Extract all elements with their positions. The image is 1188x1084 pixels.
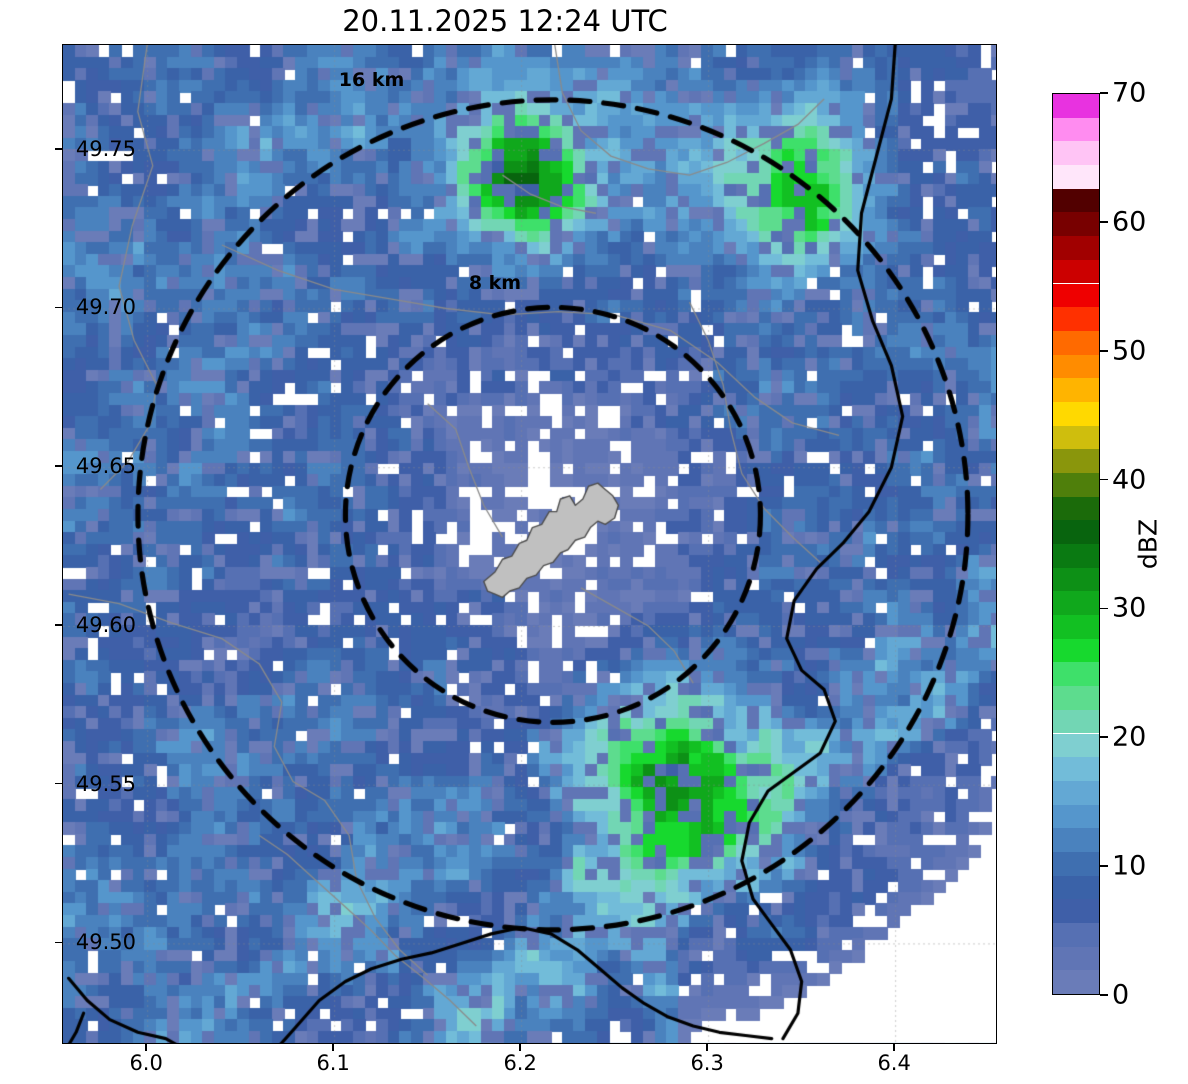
colorbar-band — [1053, 780, 1099, 805]
colorbar-tick-label: 70 — [1112, 77, 1147, 109]
colorbar-band — [1053, 188, 1099, 213]
colorbar-tick-label: 20 — [1112, 721, 1147, 753]
x-tick — [145, 1044, 147, 1051]
y-tick — [55, 306, 62, 309]
colorbar-band — [1053, 472, 1099, 497]
x-tick — [519, 1044, 521, 1051]
colorbar-band — [1053, 709, 1099, 734]
colorbar-band — [1053, 449, 1099, 473]
colorbar-band — [1053, 212, 1099, 237]
x-tick-label: 6.2 — [503, 1051, 537, 1075]
colorbar-band — [1053, 330, 1099, 355]
colorbar-tick — [1100, 349, 1108, 352]
radar-plot-area[interactable]: 16 km 8 km — [62, 44, 997, 1044]
y-tick — [55, 147, 62, 150]
colorbar-band — [1053, 804, 1099, 829]
colorbar-band — [1053, 165, 1099, 189]
x-tick — [893, 1044, 895, 1051]
colorbar-band — [1053, 899, 1099, 923]
colorbar-band — [1053, 401, 1099, 426]
colorbar-tick — [1100, 221, 1108, 223]
colorbar-tick-label: 50 — [1112, 335, 1147, 367]
colorbar-band — [1053, 283, 1099, 308]
y-tick — [55, 624, 62, 626]
colorbar-band — [1053, 496, 1099, 521]
colorbar-band — [1053, 757, 1099, 781]
y-tick-label: 49.55 — [75, 771, 136, 796]
colorbar-tick — [1100, 92, 1108, 94]
colorbar-band — [1053, 425, 1099, 450]
colorbar-band — [1053, 922, 1099, 947]
colorbar-band — [1053, 662, 1099, 687]
colorbar-band — [1053, 117, 1099, 142]
colorbar-band — [1053, 686, 1099, 710]
x-tick — [706, 1044, 708, 1051]
colorbar-band — [1053, 236, 1099, 260]
x-tick-label: 6.1 — [316, 1051, 350, 1075]
colorbar-band — [1053, 946, 1099, 971]
colorbar-band — [1053, 851, 1099, 876]
range-ring-label-16km: 16 km — [338, 68, 405, 91]
colorbar-band — [1053, 591, 1099, 616]
x-tick-label: 6.4 — [877, 1051, 911, 1075]
page-title: 20.11.2025 12:24 UTC — [342, 4, 668, 38]
colorbar-title: dBZ — [1133, 518, 1163, 570]
colorbar-tick — [1100, 736, 1108, 739]
x-tick — [332, 1044, 334, 1051]
colorbar-band — [1053, 378, 1099, 402]
colorbar-band — [1053, 615, 1099, 639]
y-tick-label: 49.65 — [75, 454, 136, 479]
y-tick — [55, 465, 62, 468]
colorbar[interactable] — [1052, 93, 1100, 995]
colorbar-band — [1053, 733, 1099, 758]
y-tick-label: 49.60 — [75, 612, 136, 637]
colorbar-band — [1053, 970, 1099, 994]
range-ring-label-8km: 8 km — [468, 272, 522, 295]
colorbar-band — [1053, 259, 1099, 284]
map-overlay-layer — [63, 45, 996, 1043]
colorbar-tick-label: 60 — [1112, 206, 1147, 238]
colorbar-tick-label: 0 — [1112, 979, 1130, 1011]
colorbar-band — [1053, 875, 1099, 900]
y-tick-label: 49.75 — [75, 136, 136, 161]
colorbar-band — [1053, 141, 1099, 166]
y-tick-label: 49.50 — [75, 930, 136, 955]
colorbar-tick — [1100, 478, 1108, 481]
y-tick — [55, 941, 62, 944]
colorbar-tick — [1100, 607, 1108, 610]
colorbar-tick-label: 40 — [1112, 464, 1147, 496]
colorbar-band — [1053, 354, 1099, 379]
y-tick-label: 49.70 — [75, 295, 136, 320]
colorbar-tick — [1100, 865, 1108, 867]
colorbar-band — [1053, 520, 1099, 544]
colorbar-tick — [1100, 994, 1108, 996]
y-tick — [55, 782, 62, 785]
colorbar-band — [1053, 567, 1099, 592]
colorbar-band — [1053, 828, 1099, 852]
x-tick-label: 6.3 — [690, 1051, 724, 1075]
colorbar-band — [1053, 94, 1099, 118]
colorbar-band — [1053, 307, 1099, 331]
colorbar-tick-label: 30 — [1112, 592, 1147, 624]
colorbar-band — [1053, 638, 1099, 663]
x-tick-label: 6.0 — [129, 1051, 163, 1075]
colorbar-tick-label: 10 — [1112, 850, 1147, 882]
colorbar-band — [1053, 544, 1099, 568]
